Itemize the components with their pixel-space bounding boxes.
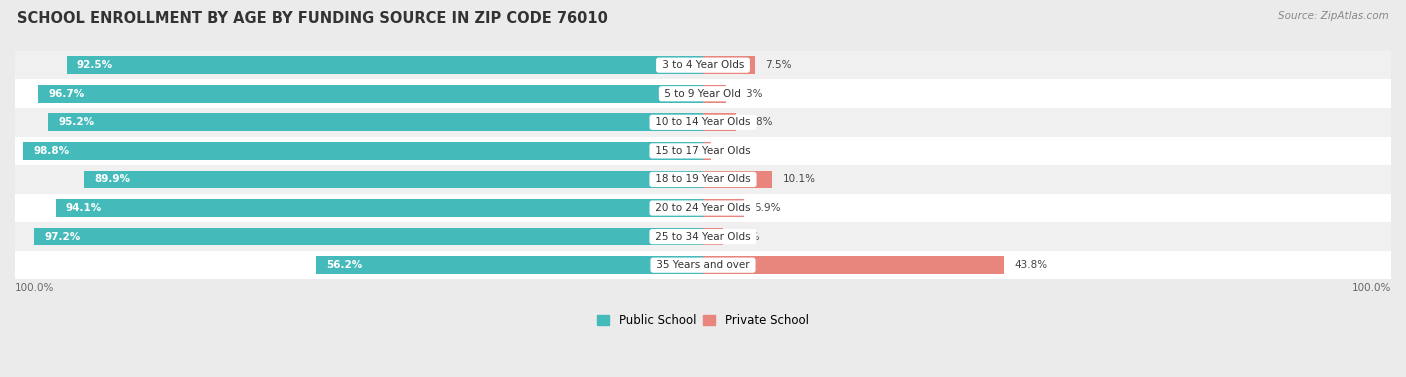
- Legend: Public School, Private School: Public School, Private School: [593, 310, 813, 332]
- Text: 2.9%: 2.9%: [734, 231, 759, 242]
- Bar: [56, 199, 703, 217]
- Bar: [15, 136, 1391, 165]
- Text: 98.8%: 98.8%: [34, 146, 70, 156]
- Text: 97.2%: 97.2%: [45, 231, 80, 242]
- Text: 3 to 4 Year Olds: 3 to 4 Year Olds: [658, 60, 748, 70]
- Bar: [316, 256, 703, 274]
- Bar: [48, 113, 703, 131]
- Bar: [703, 171, 772, 188]
- Text: SCHOOL ENROLLMENT BY AGE BY FUNDING SOURCE IN ZIP CODE 76010: SCHOOL ENROLLMENT BY AGE BY FUNDING SOUR…: [17, 11, 607, 26]
- Text: 4.8%: 4.8%: [747, 117, 773, 127]
- Bar: [15, 251, 1391, 279]
- Text: 94.1%: 94.1%: [66, 203, 103, 213]
- Bar: [66, 56, 703, 74]
- Text: 10 to 14 Year Olds: 10 to 14 Year Olds: [652, 117, 754, 127]
- Text: Source: ZipAtlas.com: Source: ZipAtlas.com: [1278, 11, 1389, 21]
- Bar: [84, 171, 703, 188]
- Text: 5.9%: 5.9%: [754, 203, 780, 213]
- Bar: [15, 51, 1391, 80]
- Text: 10.1%: 10.1%: [783, 175, 815, 184]
- Text: 89.9%: 89.9%: [94, 175, 131, 184]
- Bar: [15, 165, 1391, 194]
- Bar: [703, 256, 1004, 274]
- Text: 18 to 19 Year Olds: 18 to 19 Year Olds: [652, 175, 754, 184]
- Bar: [34, 228, 703, 245]
- Bar: [703, 142, 711, 160]
- Bar: [703, 199, 744, 217]
- Bar: [15, 222, 1391, 251]
- Bar: [703, 228, 723, 245]
- Text: 100.0%: 100.0%: [15, 283, 55, 293]
- Bar: [15, 108, 1391, 136]
- Text: 43.8%: 43.8%: [1015, 260, 1047, 270]
- Text: 15 to 17 Year Olds: 15 to 17 Year Olds: [652, 146, 754, 156]
- Text: 7.5%: 7.5%: [765, 60, 792, 70]
- Bar: [703, 56, 755, 74]
- Bar: [15, 80, 1391, 108]
- Bar: [15, 194, 1391, 222]
- Text: 1.2%: 1.2%: [721, 146, 748, 156]
- Text: 100.0%: 100.0%: [1351, 283, 1391, 293]
- Text: 20 to 24 Year Olds: 20 to 24 Year Olds: [652, 203, 754, 213]
- Bar: [38, 85, 703, 103]
- Text: 25 to 34 Year Olds: 25 to 34 Year Olds: [652, 231, 754, 242]
- Bar: [24, 142, 703, 160]
- Bar: [703, 85, 725, 103]
- Text: 95.2%: 95.2%: [58, 117, 94, 127]
- Text: 5 to 9 Year Old: 5 to 9 Year Old: [661, 89, 745, 99]
- Text: 56.2%: 56.2%: [326, 260, 363, 270]
- Text: 96.7%: 96.7%: [48, 89, 84, 99]
- Text: 35 Years and over: 35 Years and over: [652, 260, 754, 270]
- Text: 3.3%: 3.3%: [735, 89, 762, 99]
- Text: 92.5%: 92.5%: [77, 60, 112, 70]
- Bar: [703, 113, 735, 131]
